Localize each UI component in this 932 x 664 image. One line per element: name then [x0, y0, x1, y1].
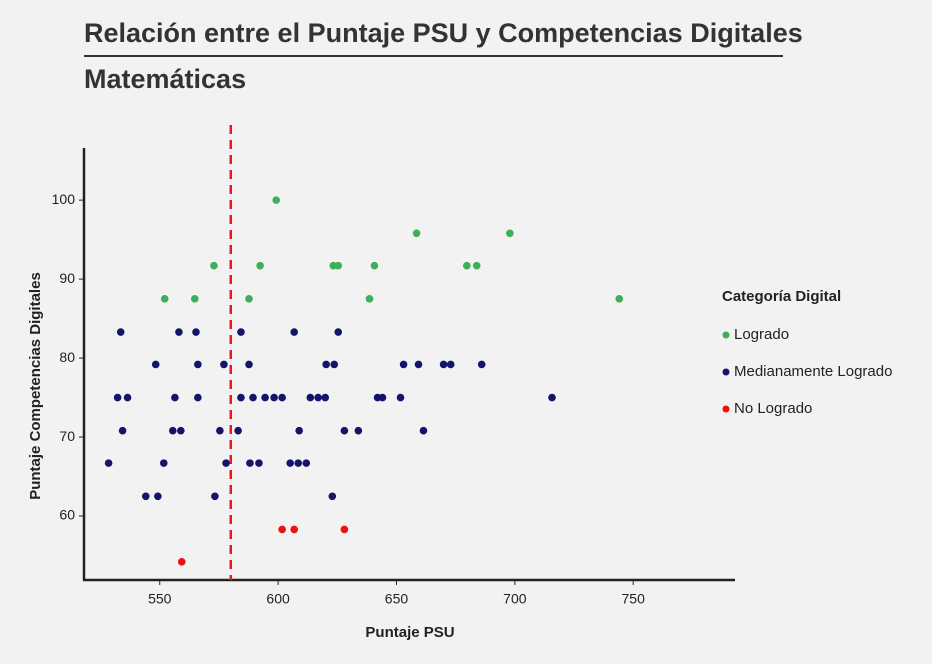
point — [171, 393, 179, 402]
point — [314, 393, 322, 402]
point — [261, 393, 269, 402]
point — [245, 295, 253, 303]
point — [216, 426, 224, 435]
point — [365, 295, 374, 303]
legend-swatch — [722, 331, 730, 339]
chart-title: Relación entre el Puntaje PSU y Competen… — [84, 18, 803, 48]
y-tick-label: 80 — [59, 349, 75, 365]
point — [295, 426, 303, 435]
x-tick-label: 650 — [385, 591, 409, 607]
point — [419, 426, 428, 435]
point — [211, 492, 219, 501]
legend-label: Logrado — [734, 326, 789, 343]
point — [290, 525, 299, 534]
point — [192, 328, 200, 336]
point — [302, 459, 311, 467]
point — [290, 328, 299, 336]
point — [151, 360, 160, 369]
x-tick-label: 550 — [148, 591, 172, 607]
point — [234, 426, 242, 435]
point — [321, 393, 330, 402]
point — [354, 426, 363, 435]
point — [328, 492, 337, 501]
point — [154, 492, 162, 501]
x-tick-label: 750 — [622, 591, 646, 607]
point — [237, 393, 245, 402]
point — [439, 360, 448, 369]
point — [168, 426, 177, 435]
legend-swatch — [722, 405, 730, 413]
point — [286, 459, 294, 467]
y-tick-label: 100 — [52, 191, 76, 207]
y-tick-label: 60 — [59, 507, 75, 523]
point — [113, 393, 122, 402]
point — [446, 360, 455, 369]
point — [270, 393, 278, 402]
point — [396, 393, 405, 402]
point — [506, 229, 514, 238]
point — [477, 360, 486, 369]
point — [462, 261, 471, 270]
point — [370, 261, 379, 270]
point — [141, 492, 150, 501]
point — [334, 261, 343, 270]
point — [177, 426, 185, 435]
point — [245, 360, 253, 369]
point — [190, 295, 199, 303]
point — [237, 328, 245, 336]
point — [330, 360, 339, 369]
legend-label: Medianamente Logrado — [734, 363, 892, 380]
y-tick-label: 90 — [59, 270, 75, 286]
x-axis-label: Puntaje PSU — [365, 624, 454, 641]
chart-subtitle: Matemáticas — [84, 64, 246, 94]
point — [177, 558, 186, 566]
point — [615, 295, 624, 303]
point — [220, 360, 228, 369]
point — [256, 261, 264, 270]
point — [278, 525, 286, 534]
legend-label: No Logrado — [734, 400, 812, 417]
y-tick-label: 70 — [59, 428, 75, 444]
point — [340, 525, 349, 534]
point — [249, 393, 257, 402]
point — [104, 459, 113, 467]
x-tick-label: 700 — [503, 591, 527, 607]
point — [160, 295, 169, 303]
point — [222, 459, 230, 467]
legend-swatch — [722, 368, 730, 376]
legend-title: Categoría Digital — [722, 288, 841, 305]
point — [175, 328, 183, 336]
point — [414, 360, 423, 369]
point — [194, 360, 202, 369]
y-axis-label: Puntaje Competencias Digitales — [27, 272, 44, 500]
point — [334, 328, 343, 336]
point — [123, 393, 132, 402]
point — [378, 393, 387, 402]
point — [472, 261, 481, 270]
x-tick-label: 600 — [266, 591, 290, 607]
point — [159, 459, 168, 467]
point — [194, 393, 202, 402]
point — [118, 426, 127, 435]
point — [548, 393, 556, 402]
point — [322, 360, 330, 369]
point — [246, 459, 254, 467]
point — [278, 393, 286, 402]
point — [210, 261, 218, 270]
point — [306, 393, 315, 402]
point — [272, 196, 281, 204]
point — [340, 426, 349, 435]
point — [399, 360, 408, 369]
point — [116, 328, 125, 336]
point — [412, 229, 421, 238]
point — [255, 459, 263, 467]
point — [294, 459, 303, 467]
